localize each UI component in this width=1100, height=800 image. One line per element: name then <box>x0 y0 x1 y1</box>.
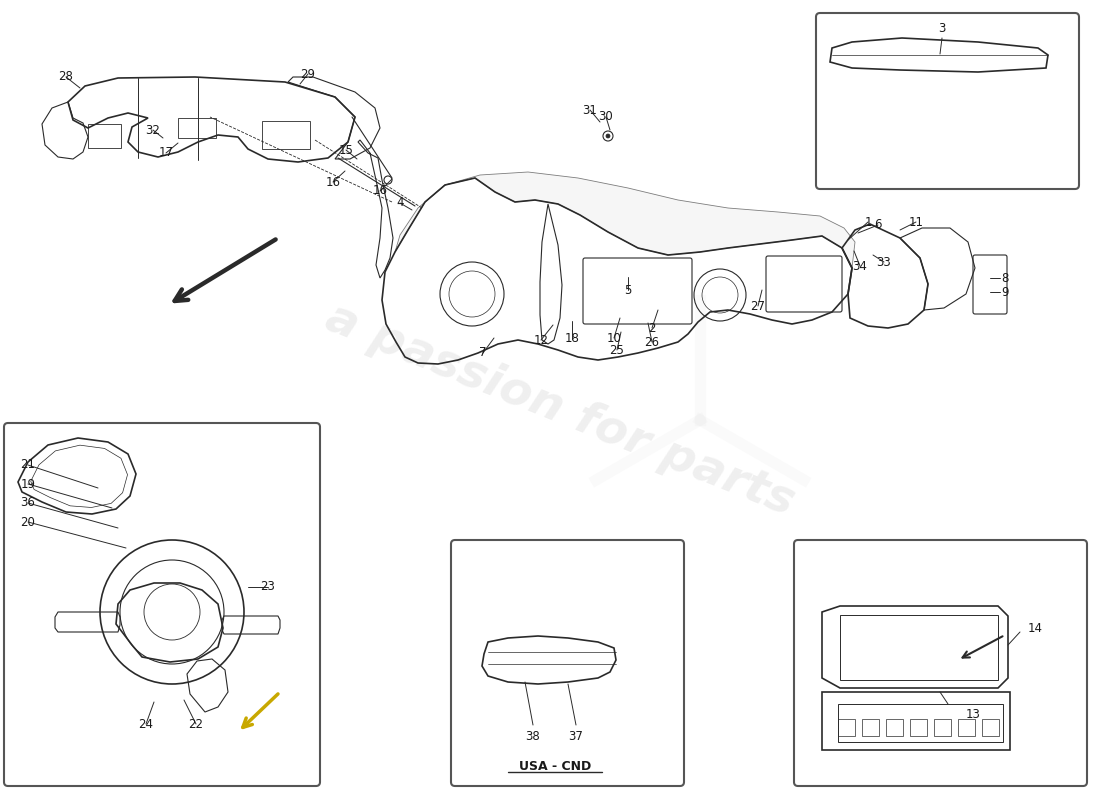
Text: 13: 13 <box>966 707 981 721</box>
FancyBboxPatch shape <box>4 423 320 786</box>
Text: 9: 9 <box>1001 286 1009 299</box>
Text: 33: 33 <box>877 255 891 269</box>
Text: 1: 1 <box>865 215 871 229</box>
Polygon shape <box>395 172 855 268</box>
Text: 20: 20 <box>21 515 35 529</box>
Text: 16: 16 <box>326 175 341 189</box>
Text: 7: 7 <box>480 346 486 359</box>
Bar <box>840 615 998 680</box>
Text: 11: 11 <box>909 215 924 229</box>
Bar <box>934 719 952 736</box>
Text: 27: 27 <box>750 299 766 313</box>
Text: 14: 14 <box>1028 622 1043 634</box>
Text: 30: 30 <box>598 110 614 123</box>
Text: 28: 28 <box>58 70 74 83</box>
Bar <box>262 121 310 149</box>
Bar <box>982 719 999 736</box>
Text: 36: 36 <box>21 497 35 510</box>
FancyBboxPatch shape <box>816 13 1079 189</box>
Text: 12: 12 <box>534 334 549 346</box>
Text: 16: 16 <box>373 185 387 198</box>
Text: USA - CND: USA - CND <box>519 759 591 773</box>
Text: 37: 37 <box>569 730 583 742</box>
Text: 32: 32 <box>145 123 161 137</box>
Text: 17: 17 <box>158 146 174 159</box>
Circle shape <box>603 131 613 141</box>
Text: 29: 29 <box>300 67 316 81</box>
Text: 2: 2 <box>648 322 656 334</box>
Text: 31: 31 <box>583 103 597 117</box>
Circle shape <box>384 176 392 184</box>
Circle shape <box>606 134 610 138</box>
Text: 34: 34 <box>852 259 868 273</box>
Text: 6: 6 <box>874 218 882 231</box>
Text: 5: 5 <box>625 283 631 297</box>
Text: 3: 3 <box>938 22 946 34</box>
Text: 23: 23 <box>261 581 275 594</box>
Text: 21: 21 <box>21 458 35 471</box>
Text: 38: 38 <box>526 730 540 742</box>
Text: 15: 15 <box>339 143 353 157</box>
Text: 24: 24 <box>139 718 154 730</box>
Text: 10: 10 <box>606 331 621 345</box>
Text: 4: 4 <box>396 197 404 210</box>
Bar <box>178 118 216 138</box>
Bar <box>862 719 879 736</box>
Text: 22: 22 <box>188 718 204 730</box>
Bar <box>958 719 975 736</box>
Bar <box>838 704 1003 742</box>
Text: 19: 19 <box>21 478 35 490</box>
Bar <box>838 719 855 736</box>
Text: 8: 8 <box>1001 271 1009 285</box>
Text: 18: 18 <box>564 333 580 346</box>
Bar <box>88 124 121 148</box>
FancyBboxPatch shape <box>451 540 684 786</box>
Text: 25: 25 <box>609 343 625 357</box>
Text: 26: 26 <box>645 335 660 349</box>
Bar <box>886 719 903 736</box>
FancyBboxPatch shape <box>794 540 1087 786</box>
Bar <box>910 719 927 736</box>
Text: a passion for parts: a passion for parts <box>319 295 801 525</box>
